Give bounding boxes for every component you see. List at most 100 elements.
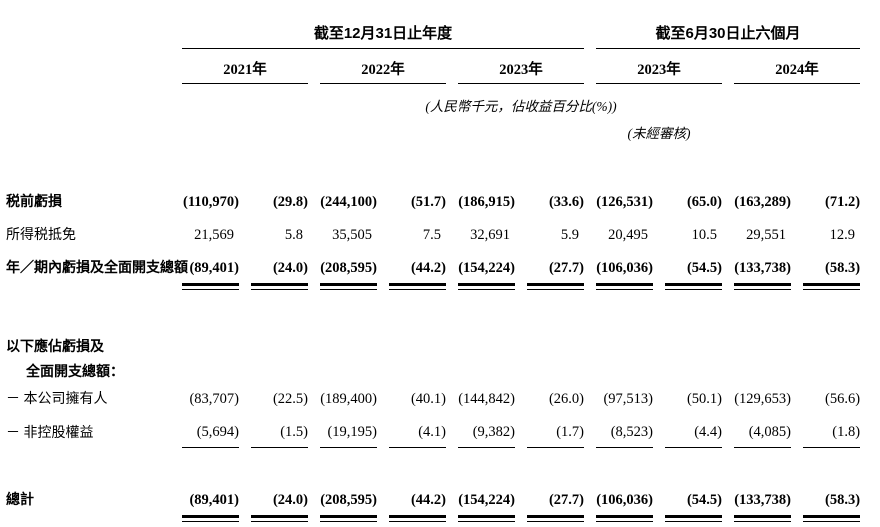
cell: (208,595) bbox=[320, 260, 377, 276]
cell: (126,531) bbox=[596, 194, 653, 210]
row-label: 所得税抵免 bbox=[6, 228, 76, 243]
unaudited-note: (未經審核) bbox=[627, 126, 691, 141]
cell: (106,036) bbox=[596, 260, 653, 276]
cell: (244,100) bbox=[320, 194, 377, 210]
spacer-row bbox=[6, 448, 860, 482]
table-row-total-loss-for-period: 年／期內虧損及全面開支總額 (89,401) (24.0) (208,595) … bbox=[6, 250, 860, 283]
cell: (144,842) bbox=[458, 391, 515, 407]
cell: (89,401) bbox=[189, 260, 239, 276]
row-label: 税前虧損 bbox=[6, 193, 62, 209]
financial-table: 截至12月31日止年度 截至6月30日止六個月 2021年 2022年 2023… bbox=[0, 8, 872, 527]
cell: (33.6) bbox=[548, 194, 584, 210]
cell: (189,400) bbox=[320, 391, 377, 407]
double-underline bbox=[527, 283, 584, 290]
cell: 5.9 bbox=[560, 227, 579, 243]
cell: (40.1) bbox=[410, 391, 446, 407]
period-header-interim: 截至6月30日止六個月 bbox=[596, 8, 861, 49]
year-header-2023-interim: 2023年 bbox=[596, 49, 722, 84]
double-rule-row bbox=[6, 283, 861, 295]
table-row-owners-of-company: － 本公司擁有人 (83,707) (22.5) (189,400) (40.1… bbox=[6, 381, 860, 414]
unit-note-row: (人民幣千元，佔收益百分比(%)) bbox=[6, 84, 860, 115]
cell: (26.0) bbox=[548, 391, 584, 407]
double-underline bbox=[665, 515, 722, 522]
cell: 21,569 bbox=[194, 227, 234, 243]
cell: (154,224) bbox=[458, 260, 515, 276]
cell: 12.9 bbox=[829, 227, 856, 243]
cell: (1.8) bbox=[803, 414, 861, 448]
section-header-line1: 以下應佔虧損及 bbox=[6, 338, 104, 354]
cell: 10.5 bbox=[691, 227, 717, 243]
cell: (56.6) bbox=[824, 391, 861, 407]
double-underline bbox=[734, 283, 791, 290]
cell: (5,694) bbox=[182, 414, 239, 448]
unaudited-note-row: (未經審核) bbox=[6, 115, 860, 142]
row-label: 年／期內虧損及全面開支總額 bbox=[6, 259, 188, 275]
double-underline bbox=[596, 283, 653, 290]
cell: (50.1) bbox=[686, 391, 722, 407]
year-header-2021: 2021年 bbox=[182, 49, 308, 84]
double-underline bbox=[458, 283, 515, 290]
double-underline bbox=[458, 515, 515, 522]
double-underline bbox=[665, 283, 722, 290]
double-underline bbox=[251, 515, 308, 522]
table-row-income-tax-credit: 所得税抵免 21,569 5.8 35,505 7.5 32,691 5.9 2… bbox=[6, 217, 860, 250]
row-label: － 本公司擁有人 bbox=[6, 392, 108, 407]
double-underline bbox=[389, 283, 446, 290]
header-year-row: 2021年 2022年 2023年 2023年 2024年 bbox=[6, 49, 861, 84]
double-underline bbox=[320, 283, 377, 290]
double-underline bbox=[527, 515, 584, 522]
year-header-2022: 2022年 bbox=[320, 49, 446, 84]
cell: (71.2) bbox=[824, 194, 861, 210]
cell: (65.0) bbox=[686, 194, 722, 210]
spacer-row bbox=[6, 142, 860, 184]
cell: (9,382) bbox=[458, 414, 515, 448]
cell: 20,495 bbox=[608, 227, 648, 243]
cell: (54.5) bbox=[686, 260, 722, 276]
cell: (27.7) bbox=[548, 260, 584, 276]
cell: (133,738) bbox=[734, 260, 791, 276]
cell: (4,085) bbox=[734, 414, 791, 448]
double-underline bbox=[803, 283, 861, 290]
cell: (1.7) bbox=[527, 414, 584, 448]
double-underline bbox=[389, 515, 446, 522]
cell: 32,691 bbox=[470, 227, 510, 243]
row-label: － 非控股權益 bbox=[6, 426, 94, 441]
year-header-2023: 2023年 bbox=[458, 49, 584, 84]
cell: 35,505 bbox=[332, 227, 372, 243]
cell: (58.3) bbox=[824, 260, 861, 276]
cell: (186,915) bbox=[458, 194, 515, 210]
cell: 5.8 bbox=[284, 227, 303, 243]
cell: (4.4) bbox=[665, 414, 722, 448]
double-underline bbox=[596, 515, 653, 522]
cell: 7.5 bbox=[422, 227, 441, 243]
double-underline bbox=[251, 283, 308, 290]
double-rule-row bbox=[6, 515, 861, 527]
cell: (44.2) bbox=[410, 260, 446, 276]
double-underline bbox=[320, 515, 377, 522]
cell: (129,653) bbox=[734, 391, 791, 407]
section-header-row: 以下應佔虧損及 bbox=[6, 331, 860, 356]
period-header-annual: 截至12月31日止年度 bbox=[182, 8, 584, 49]
cell: (97,513) bbox=[603, 391, 653, 407]
cell: (8,523) bbox=[596, 414, 653, 448]
header-spanner-row: 截至12月31日止年度 截至6月30日止六個月 bbox=[6, 8, 861, 49]
cell: (51.7) bbox=[410, 194, 446, 210]
table-row-loss-before-tax: 税前虧損 (110,970) (29.8) (244,100) (51.7) (… bbox=[6, 184, 860, 217]
double-underline bbox=[803, 515, 861, 522]
double-underline bbox=[734, 515, 791, 522]
year-header-2024-interim: 2024年 bbox=[734, 49, 861, 84]
double-underline bbox=[182, 515, 239, 522]
table-row-non-controlling-interests: － 非控股權益 (5,694) (1.5) (19,195) (4.1) (9,… bbox=[6, 414, 861, 448]
cell: (110,970) bbox=[183, 194, 239, 210]
cell: (24.0) bbox=[272, 260, 308, 276]
cell: (1.5) bbox=[251, 414, 308, 448]
cell: (83,707) bbox=[189, 391, 239, 407]
cell: (19,195) bbox=[320, 414, 377, 448]
unit-note: (人民幣千元，佔收益百分比(%)) bbox=[425, 99, 617, 114]
cell: (22.5) bbox=[272, 391, 308, 407]
section-header-line2: 全面開支總額： bbox=[26, 363, 124, 379]
cell: (163,289) bbox=[734, 194, 791, 210]
double-underline bbox=[182, 283, 239, 290]
cell: 29,551 bbox=[746, 227, 786, 243]
cell: (4.1) bbox=[389, 414, 446, 448]
